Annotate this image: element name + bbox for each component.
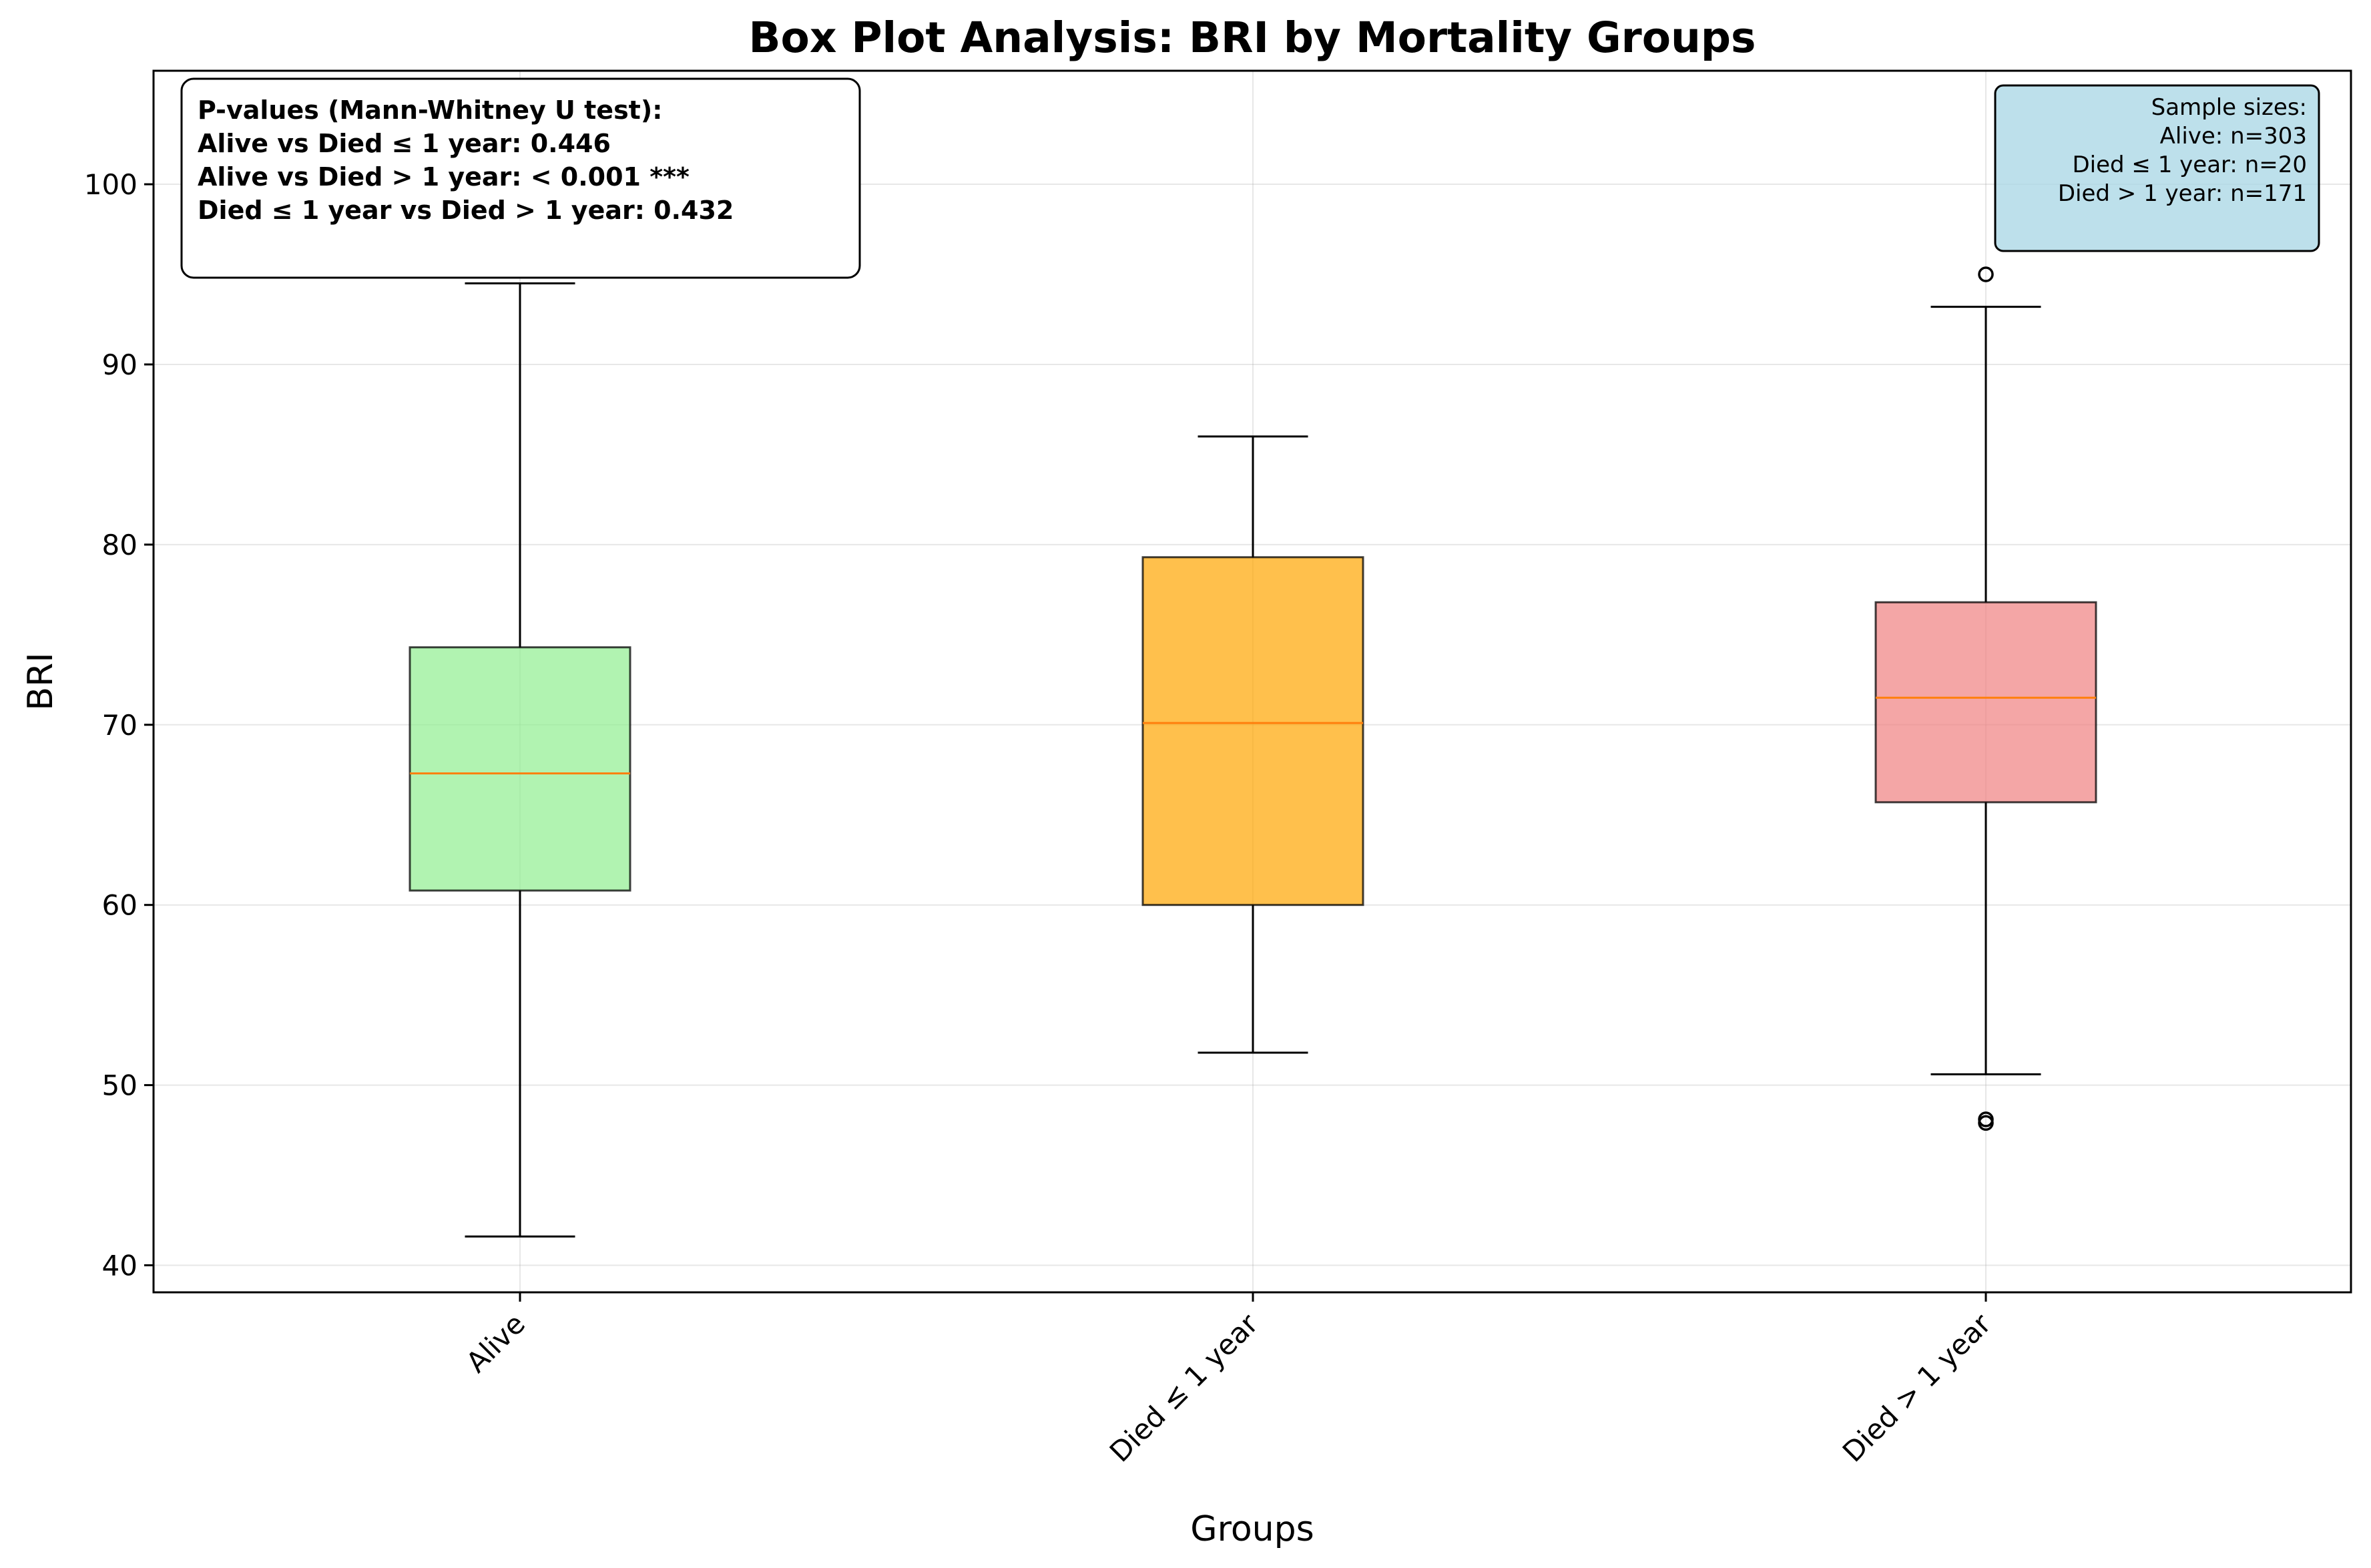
pvalue-line: Alive vs Died > 1 year: < 0.001 *** <box>198 162 690 192</box>
sample-size-line: Alive: n=303 <box>2160 123 2307 150</box>
y-axis: 40 50 60 70 80 90 100 <box>84 168 154 1282</box>
sample-size-line: Died ≤ 1 year: n=20 <box>2073 152 2308 178</box>
pvalue-title: P-values (Mann-Whitney U test): <box>198 95 662 125</box>
box-iqr <box>1874 601 2097 804</box>
sample-size-title: Sample sizes: <box>2151 94 2307 121</box>
box-iqr <box>409 646 631 892</box>
pvalue-annotation: P-values (Mann-Whitney U test): Alive vs… <box>180 77 861 279</box>
y-tick-label: 100 <box>84 168 138 201</box>
box-group <box>1874 266 2097 1131</box>
sample-size-annotation: Sample sizes: Alive: n=303 Died ≤ 1 year… <box>1994 84 2320 252</box>
outlier-point <box>1978 1115 1994 1131</box>
y-tick-label: 50 <box>102 1069 138 1102</box>
y-tick-label: 40 <box>102 1250 138 1282</box>
pvalue-line: Died ≤ 1 year vs Died > 1 year: 0.432 <box>198 196 734 225</box>
y-tick-label: 60 <box>102 889 138 922</box>
y-tick-label: 80 <box>102 529 138 561</box>
box-group <box>409 282 631 1238</box>
x-axis-label: Groups <box>1190 1509 1314 1549</box>
sample-size-box <box>1994 84 2320 252</box>
pvalue-line: Alive vs Died ≤ 1 year: 0.446 <box>198 129 611 158</box>
y-tick-label: 90 <box>102 348 138 381</box>
y-axis-label: BRI <box>21 652 61 710</box>
box-group <box>1141 435 1364 1054</box>
boxes-layer <box>409 266 2097 1238</box>
sample-size-line: Died > 1 year: n=171 <box>2058 180 2307 207</box>
chart-title: Box Plot Analysis: BRI by Mortality Grou… <box>749 13 1756 62</box>
box-iqr <box>1141 556 1364 906</box>
y-tick-label: 70 <box>102 709 138 742</box>
outlier-point <box>1978 266 1994 282</box>
pvalue-box <box>180 77 861 279</box>
